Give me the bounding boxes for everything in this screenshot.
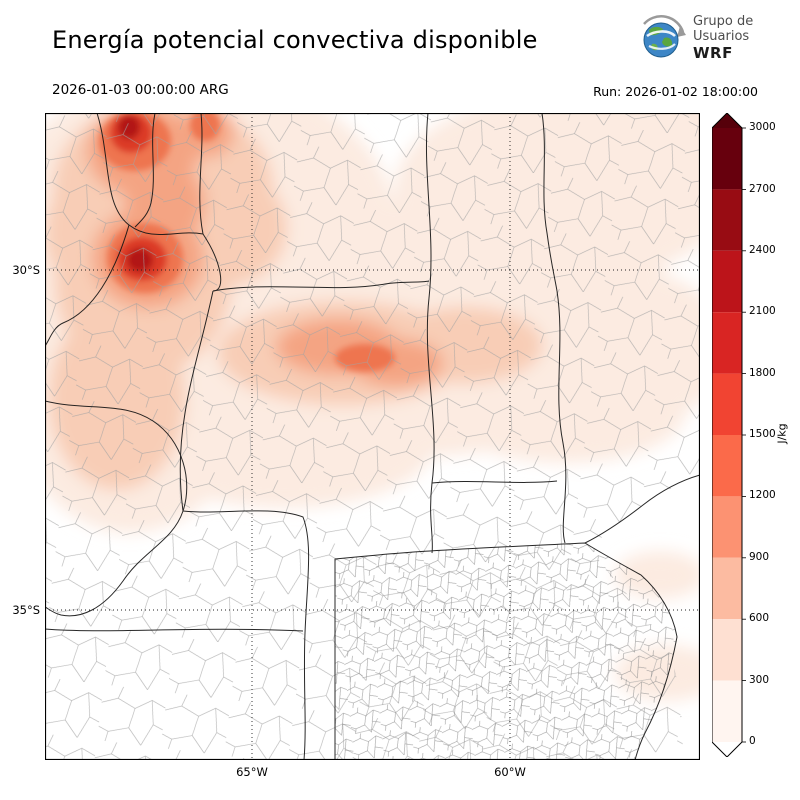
colorbar-unit-label: J/kg (775, 423, 789, 444)
colorbar-tick-label: 300 (749, 674, 770, 686)
colorbar (711, 112, 746, 758)
wrf-logo: Grupo de Usuarios WRF (638, 12, 753, 66)
logo-line-2: Usuarios (693, 29, 750, 45)
valid-time-label: 2026-01-03 00:00:00 ARG (52, 82, 229, 98)
colorbar-tick-label: 2400 (749, 244, 776, 256)
colorbar-tick-label: 2700 (749, 183, 776, 195)
lat-label-35s: 35°S (12, 603, 40, 617)
colorbar-tick-label: 900 (749, 551, 770, 563)
logo-line-3: WRF (693, 44, 733, 63)
wrf-logo-text: Grupo de Usuarios WRF (693, 14, 754, 63)
colorbar-arrow-up (712, 113, 742, 128)
lat-label-30s: 30°S (12, 263, 40, 277)
colorbar-segments (712, 128, 742, 742)
colorbar-tick-label: 1200 (749, 489, 776, 501)
lon-label-60w: 60°W (494, 765, 526, 779)
department-borders (45, 113, 700, 760)
colorbar-tick-label: 3000 (749, 121, 776, 133)
wrf-globe-icon (638, 12, 686, 66)
colorbar-tickmarks (742, 127, 746, 743)
map-border (44, 112, 701, 761)
colorbar-tick-label: 1500 (749, 428, 776, 440)
province-borders (44, 112, 701, 761)
logo-line-1: Grupo de (693, 14, 754, 30)
lon-label-65w: 65°W (236, 765, 268, 779)
colorbar-tick-label: 2100 (749, 305, 776, 317)
colorbar-tick-label: 0 (749, 735, 756, 747)
page-title: Energía potencial convectiva disponible (52, 26, 538, 54)
run-time-label: Run: 2026-01-02 18:00:00 (593, 84, 758, 99)
colorbar-tick-label: 600 (749, 612, 770, 624)
map-canvas (0, 73, 770, 761)
colorbar-arrow-down (712, 742, 742, 757)
colorbar-tick-label: 1800 (749, 367, 776, 379)
